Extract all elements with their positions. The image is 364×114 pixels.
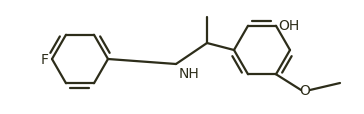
Text: F: F: [41, 53, 49, 66]
Text: O: O: [300, 83, 310, 97]
Text: OH: OH: [278, 19, 299, 32]
Text: NH: NH: [179, 66, 200, 80]
